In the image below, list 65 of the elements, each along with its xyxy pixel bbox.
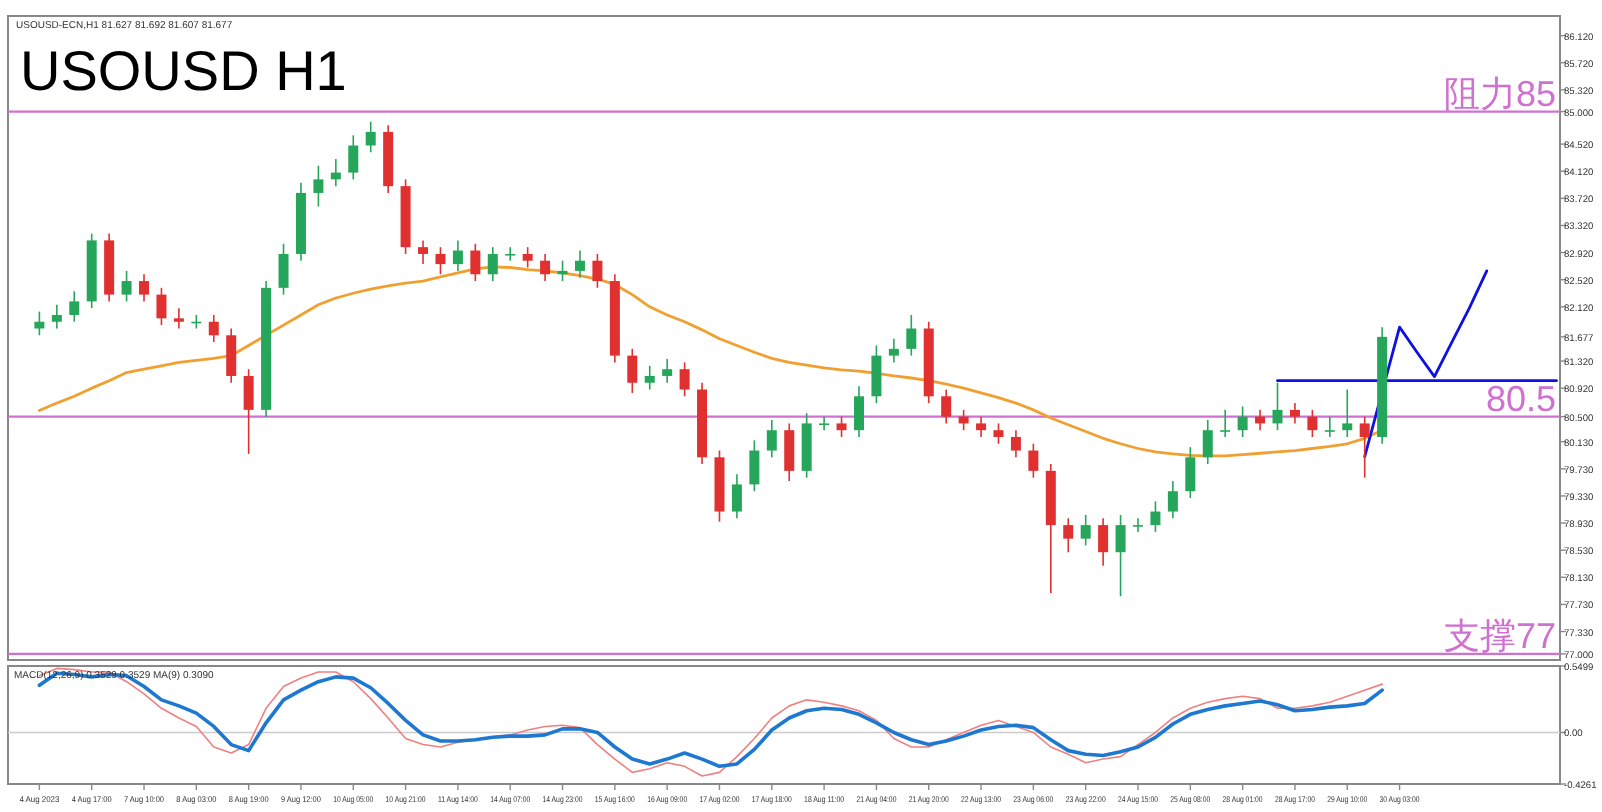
candlestick — [1220, 409, 1231, 438]
candlestick — [1010, 429, 1021, 459]
candlestick — [313, 165, 324, 208]
candlestick — [1185, 446, 1196, 499]
candlestick — [906, 314, 917, 357]
candlestick — [470, 242, 481, 282]
candlestick — [452, 239, 463, 272]
candlestick — [156, 287, 167, 326]
candlestick — [1202, 419, 1213, 465]
candlestick — [679, 361, 690, 398]
candlestick — [1133, 517, 1143, 533]
candlestick — [836, 415, 847, 438]
candlestick — [888, 337, 899, 364]
candlestick — [871, 344, 882, 404]
candlestick — [34, 310, 45, 337]
candlestick — [1324, 415, 1335, 438]
candlestick — [592, 253, 603, 289]
candlestick — [731, 473, 742, 520]
candlestick — [418, 239, 429, 265]
ref-line-label: 80.5 — [1485, 378, 1556, 419]
ref-line-label: 支撑77 — [1443, 615, 1556, 656]
candlestick — [278, 242, 289, 296]
candlestick — [627, 348, 638, 394]
candlestick — [1098, 517, 1109, 567]
candlestick — [853, 385, 864, 438]
candlestick — [1063, 517, 1074, 554]
candlestick — [1307, 409, 1318, 438]
candlestick — [1080, 514, 1091, 547]
candlestick — [574, 249, 585, 279]
candlestick — [69, 290, 80, 323]
candlestick — [1115, 514, 1126, 598]
candlestick — [784, 422, 795, 482]
candlestick — [976, 415, 987, 438]
candlestick — [505, 246, 516, 262]
chart-title: USOUSD H1 — [20, 40, 347, 102]
candlestick — [243, 368, 254, 455]
candlestick — [435, 246, 446, 276]
candlestick — [139, 273, 150, 303]
candlestick — [1237, 405, 1248, 438]
candlestick — [51, 303, 62, 330]
candlestick — [173, 307, 184, 330]
candlestick — [801, 412, 812, 479]
candlestick — [522, 246, 533, 269]
candlestick — [749, 439, 760, 492]
candlestick — [993, 422, 1004, 445]
candlestick — [226, 327, 237, 384]
candlestick — [766, 419, 777, 459]
candlestick — [1272, 381, 1283, 431]
candlestick — [1342, 388, 1353, 438]
candlestick — [1028, 442, 1039, 479]
candlestick — [365, 120, 376, 154]
candlestick — [819, 415, 830, 431]
candlestick — [1289, 402, 1300, 425]
candlestick — [662, 358, 673, 384]
candlestick — [121, 270, 132, 303]
candlestick — [348, 134, 359, 181]
candlestick — [487, 246, 498, 282]
candlestick — [540, 253, 551, 282]
candlestick — [644, 364, 655, 391]
candlestick — [941, 388, 952, 425]
candlestick — [1150, 500, 1161, 533]
candlestick — [208, 314, 219, 343]
candlestick — [1167, 480, 1178, 520]
ref-line-label: 阻力85 — [1443, 73, 1556, 114]
candlestick — [1359, 415, 1370, 479]
